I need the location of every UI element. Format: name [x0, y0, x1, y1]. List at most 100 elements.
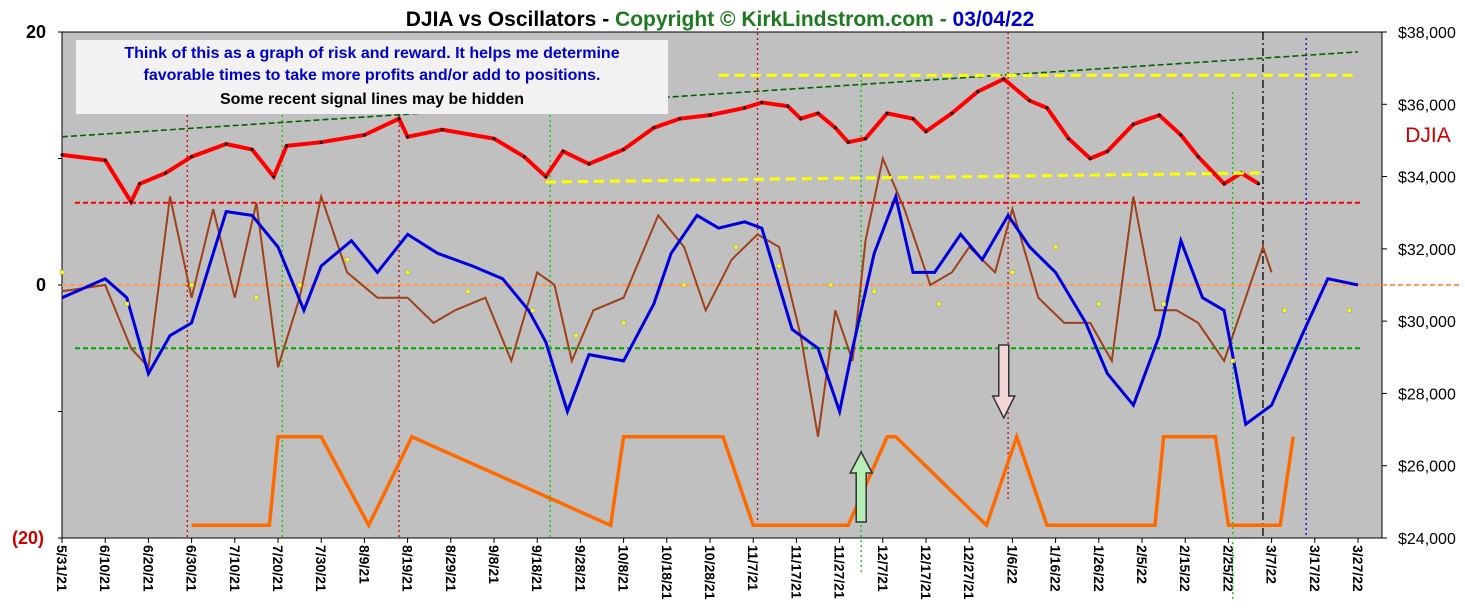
- chart-title: DJIA vs Oscillators - Copyright © KirkLi…: [406, 8, 1035, 31]
- yellow-oscillator-point: [733, 244, 739, 250]
- djia-point: [950, 111, 954, 115]
- x-tick-label: 8/9/21: [356, 545, 372, 584]
- trendlines: [61, 51, 1359, 184]
- djia-point: [1067, 137, 1071, 141]
- djia-point: [799, 117, 803, 121]
- djia-point: [786, 104, 790, 108]
- x-tick-label: 7/20/21: [270, 545, 286, 592]
- djia-point: [622, 147, 626, 151]
- yellow-oscillator-point: [871, 289, 877, 294]
- djia-point: [1002, 77, 1006, 81]
- x-tick-label: 6/20/21: [140, 545, 156, 592]
- djia-point: [833, 126, 837, 130]
- buy-arrow-icon: [848, 450, 874, 523]
- djia-point: [885, 111, 889, 115]
- djia-point: [544, 175, 548, 179]
- yellow-oscillator-point: [681, 282, 687, 288]
- djia-point: [103, 158, 107, 162]
- right-tick-label: $28,000: [1398, 386, 1456, 403]
- series-group: [59, 76, 1359, 530]
- note-line-3: Some recent signal lines may be hidden: [220, 91, 524, 108]
- signal-step-line: [191, 431, 1295, 530]
- brown-oscillator-line: [61, 155, 1273, 437]
- left-tick-label: (20): [12, 528, 44, 548]
- djia-point: [138, 182, 142, 186]
- right-tick-label: $32,000: [1398, 242, 1456, 259]
- djia-point: [319, 140, 323, 144]
- djia-point: [924, 129, 928, 133]
- x-tick-label: 2/15/22: [1177, 545, 1193, 592]
- right-tick-label: $38,000: [1398, 25, 1456, 42]
- djia-point: [864, 137, 868, 141]
- yellow-oscillator-point: [530, 308, 536, 313]
- djia-point: [1028, 99, 1032, 103]
- djia-point: [250, 147, 254, 151]
- chart-title-part1: DJIA vs Oscillators -: [406, 8, 615, 31]
- right-tick-label: $30,000: [1398, 314, 1456, 331]
- djia-point: [492, 137, 496, 141]
- x-tick-label: 7/10/21: [227, 545, 243, 592]
- x-tick-label: 3/17/22: [1307, 545, 1323, 592]
- left-tick-label: 0: [36, 275, 46, 295]
- yellow-oscillator-point: [828, 282, 834, 288]
- djia-point: [652, 126, 656, 130]
- note-line-1: Think of this as a graph of risk and rew…: [124, 45, 619, 62]
- x-tick-label: 7/30/21: [313, 545, 329, 592]
- x-tick-label: 5/31/21: [54, 545, 70, 592]
- yellow-oscillator-point: [1347, 308, 1352, 313]
- right-tick-label: $34,000: [1398, 170, 1456, 187]
- djia-point: [1222, 182, 1226, 186]
- djia-point: [708, 113, 712, 117]
- trendline-yellow: [545, 171, 1263, 184]
- yellow-oscillator-point: [254, 295, 259, 300]
- djia-point: [406, 135, 410, 139]
- yellow-oscillator-point: [1230, 358, 1235, 364]
- x-tick-label: 9/28/21: [572, 545, 588, 592]
- yellow-oscillator-point: [776, 263, 782, 269]
- djia-line: [61, 76, 1260, 207]
- right-tick-label: $36,000: [1398, 97, 1456, 114]
- djia-point: [911, 117, 915, 121]
- djia-point: [129, 200, 133, 204]
- x-tick-label: 2/25/22: [1220, 545, 1236, 592]
- x-tick-label: 9/18/21: [529, 545, 545, 592]
- yellow-oscillator-point: [621, 320, 626, 326]
- x-tick-label: 1/16/22: [1048, 545, 1064, 592]
- x-tick-label: 1/6/22: [1004, 545, 1020, 584]
- reference-lines: [62, 201, 1462, 350]
- x-tick-label: 9/8/21: [486, 545, 502, 584]
- djia-point: [1131, 122, 1135, 126]
- djia-point: [743, 106, 747, 110]
- djia-point: [1157, 113, 1161, 117]
- x-tick-label: 3/7/22: [1264, 545, 1280, 584]
- right-tick-label: $24,000: [1398, 531, 1456, 548]
- x-tick-label: 11/7/21: [745, 545, 761, 591]
- x-tick-label: 8/29/21: [443, 545, 459, 592]
- yellow-oscillator-point: [573, 333, 579, 338]
- djia-point: [164, 171, 168, 175]
- left-tick-label: 20: [26, 22, 46, 42]
- blue-oscillator-line: [61, 191, 1359, 427]
- x-tick-label: 6/10/21: [97, 545, 113, 592]
- axes-group: 20 0 (20) $38,000 $36,000 $34,000 $32,000 $30,0…: [12, 22, 1456, 600]
- chart-title-part2: Copyright © KirkLindstrom.com -: [615, 8, 953, 31]
- sell-arrow-icon: [991, 344, 1016, 420]
- djia-point: [1196, 155, 1200, 159]
- x-tick-label: 10/18/21: [659, 545, 675, 600]
- note-box: [76, 40, 668, 114]
- djia-point: [522, 155, 526, 159]
- yellow-oscillator-point: [1096, 301, 1102, 307]
- x-tick-label: 11/27/21: [832, 545, 848, 599]
- right-tick-label: $26,000: [1398, 459, 1456, 476]
- signal-arrows: [848, 344, 1016, 523]
- note-line-2: favorable times to take more profits and…: [144, 67, 601, 84]
- x-tick-label: 11/17/21: [788, 545, 804, 599]
- djia-point: [976, 90, 980, 94]
- djia-point: [224, 142, 228, 146]
- djia-point: [1105, 149, 1109, 153]
- x-tick-label: 12/17/21: [918, 545, 934, 600]
- x-tick-label: 10/28/21: [702, 545, 718, 600]
- yellow-oscillator-point: [465, 289, 471, 294]
- djia-point: [561, 149, 565, 153]
